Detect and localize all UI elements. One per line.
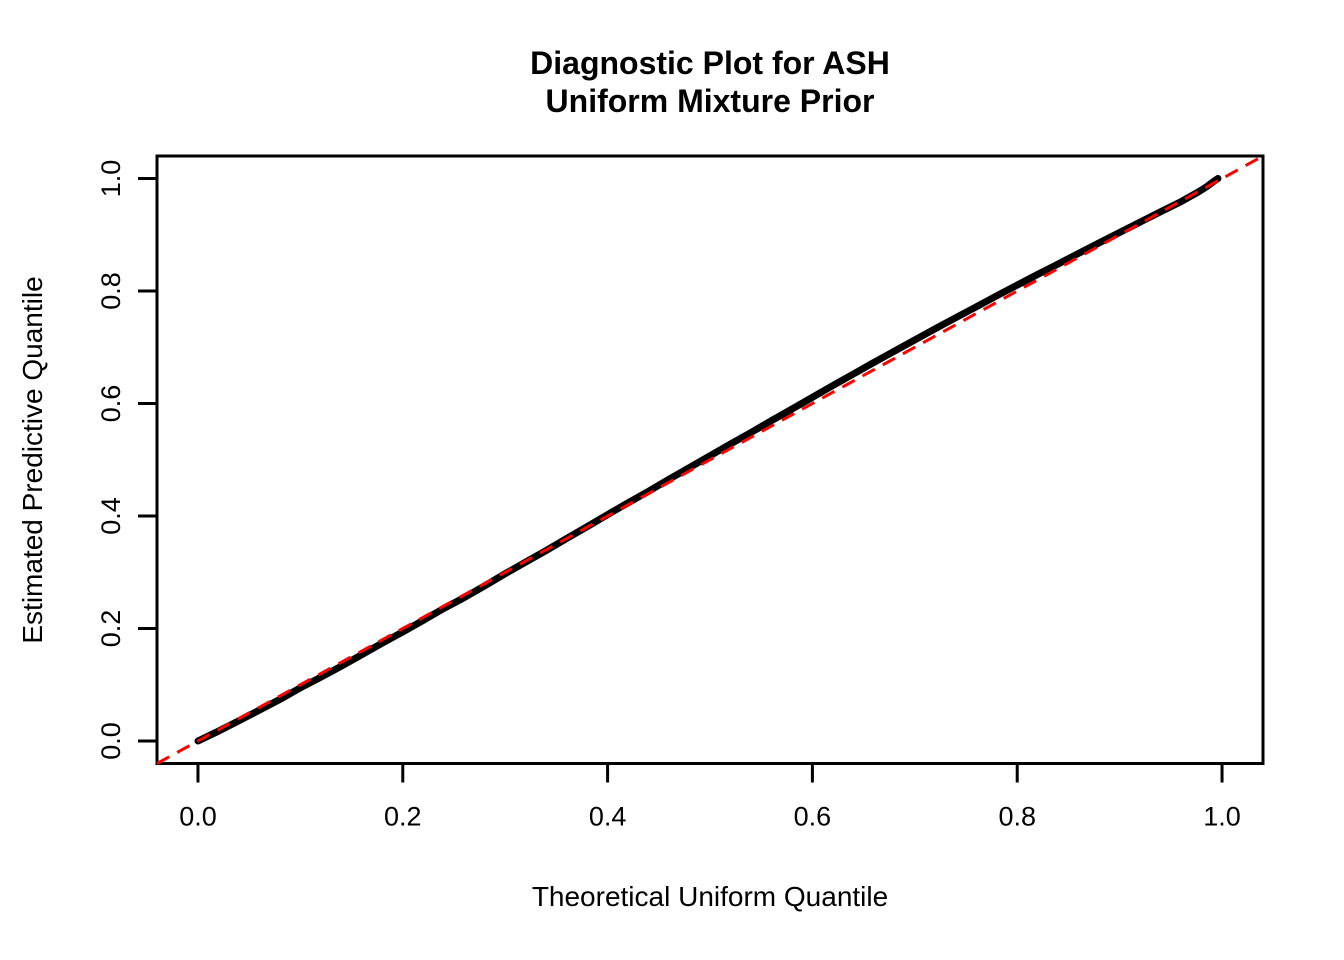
y-axis-title: Estimated Predictive Quantile <box>17 276 48 643</box>
x-tick-label: 0.8 <box>998 802 1036 832</box>
x-tick-label: 0.6 <box>794 802 832 832</box>
plot-area: 0.0 0.2 0.4 0.6 0.8 1.0 0.0 0.2 0.4 0.6 0.8 1.0 <box>96 154 1265 832</box>
plot-box <box>155 154 1265 765</box>
y-tick-label: 0.6 <box>96 385 126 423</box>
y-tick-label: 0.8 <box>96 272 126 310</box>
reference-diagonal-line <box>156 154 1264 765</box>
x-tick-label: 0.2 <box>384 802 422 832</box>
x-tick-label: 0.0 <box>179 802 217 832</box>
y-tick-label: 1.0 <box>96 160 126 198</box>
estimated-quantile-curve <box>194 175 1222 745</box>
plot-title-line1: Diagnostic Plot for ASH <box>530 45 890 81</box>
y-tick-label: 0.2 <box>96 610 126 648</box>
x-tick-label: 0.4 <box>589 802 627 832</box>
x-axis-title: Theoretical Uniform Quantile <box>532 881 888 912</box>
y-tick-label: 0.4 <box>96 497 126 535</box>
x-tick-label: 1.0 <box>1203 802 1241 832</box>
y-tick-label: 0.0 <box>96 722 126 760</box>
plot-title-line2: Uniform Mixture Prior <box>546 83 875 119</box>
